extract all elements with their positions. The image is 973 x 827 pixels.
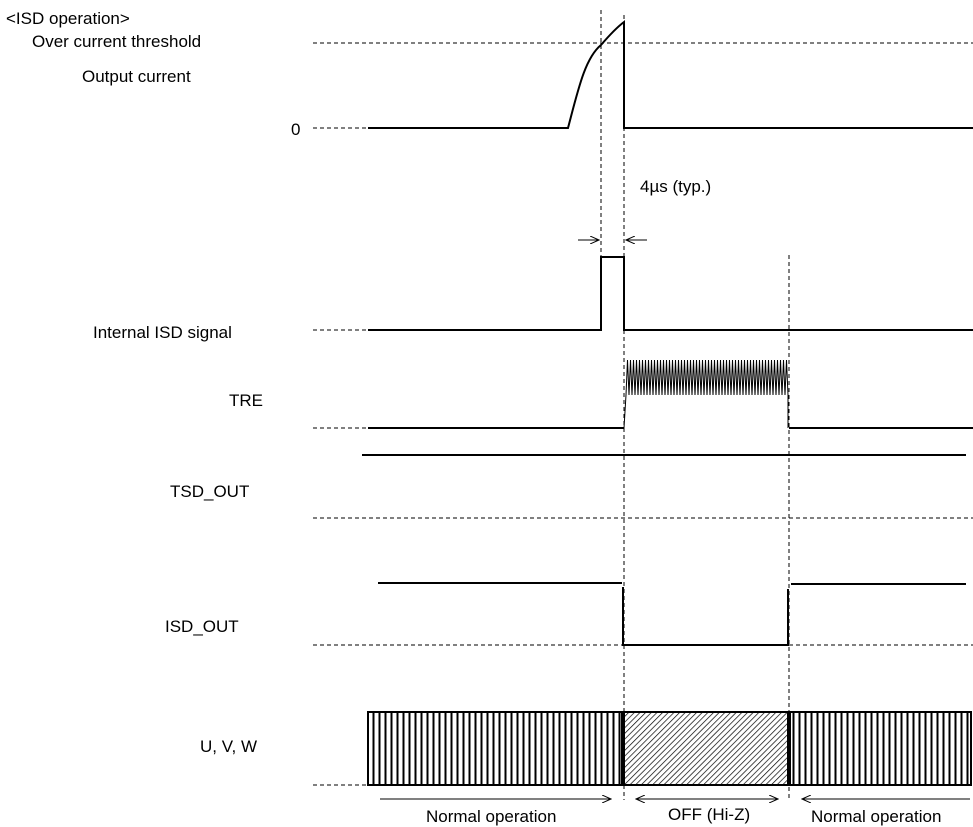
uvw-normal-block-1 (367, 711, 623, 786)
diagram-title: <ISD operation> (6, 9, 130, 28)
phase-normal-operation-1: Normal operation (426, 807, 556, 826)
output-current-waveform (368, 19, 973, 129)
label-uvw: U, V, W (200, 737, 257, 756)
label-output-current: Output current (82, 67, 191, 86)
label-isd-out: ISD_OUT (165, 617, 239, 636)
label-tsd-out: TSD_OUT (170, 482, 249, 501)
phase-off-hi-z: OFF (Hi-Z) (668, 805, 750, 824)
label-tre: TRE (229, 391, 263, 410)
uvw-off-block (623, 711, 789, 786)
tre-oscillation (623, 359, 789, 429)
internal-isd-waveform (368, 256, 973, 331)
uvw-normal-block-2 (789, 711, 972, 786)
label-over-current-threshold: Over current threshold (32, 32, 201, 51)
label-internal-isd-signal: Internal ISD signal (93, 323, 232, 342)
phase-normal-operation-2: Normal operation (811, 807, 941, 826)
label-zero: 0 (291, 120, 300, 139)
pulse-width-label: 4µs (typ.) (640, 177, 711, 196)
isd-out-low-pulse (622, 587, 789, 646)
